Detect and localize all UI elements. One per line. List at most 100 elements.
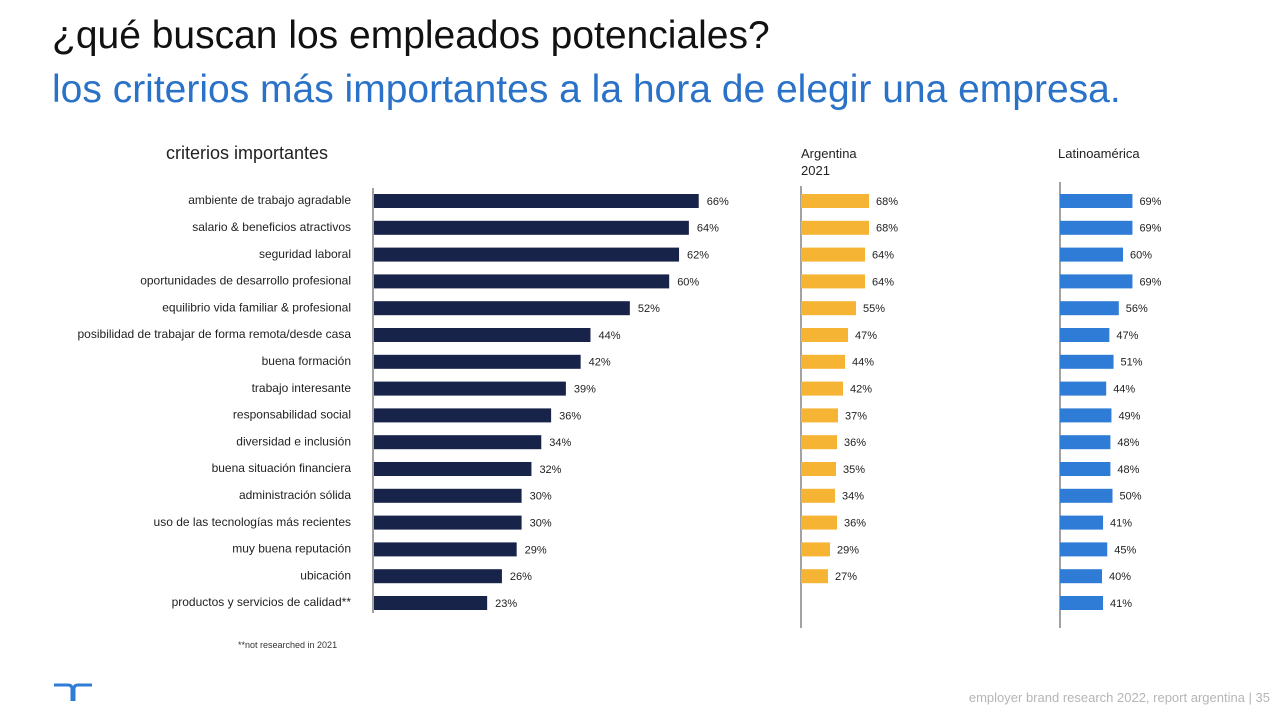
data-label-latam: 41%: [1110, 518, 1132, 530]
bar-latam: [1060, 194, 1133, 208]
data-label-argentina: 35%: [843, 464, 865, 476]
category-label: administración sólida: [239, 488, 351, 502]
bar-main: [374, 488, 522, 503]
data-label-argentina: 37%: [845, 410, 867, 422]
data-label-latam: 40%: [1109, 571, 1131, 583]
footnote: **not researched in 2021: [238, 640, 338, 650]
data-label-latam: 41%: [1110, 598, 1132, 610]
category-label: buena formación: [262, 354, 351, 368]
data-label-main: 36%: [559, 410, 581, 422]
category-label: oportunidades de desarrollo profesional: [140, 274, 351, 288]
bar-argentina: [801, 542, 830, 557]
category-label: uso de las tecnologías más recientes: [154, 515, 351, 529]
data-label-argentina: 64%: [872, 276, 894, 288]
bar-main: [374, 462, 532, 476]
bar-latam: [1060, 408, 1112, 423]
category-label: salario & beneficios atractivos: [192, 220, 351, 234]
category-label: diversidad e inclusión: [236, 434, 351, 448]
data-label-latam: 44%: [1113, 384, 1135, 396]
data-label-argentina: 36%: [844, 518, 866, 530]
page-title: ¿qué buscan los empleados potenciales?: [52, 14, 770, 57]
page-subtitle: los criterios más importantes a la hora …: [52, 68, 1121, 111]
bar-main: [374, 542, 517, 557]
bar-main: [374, 274, 670, 289]
bar-argentina: [801, 354, 845, 369]
data-label-argentina: 36%: [844, 437, 866, 449]
randstad-logo-icon: [54, 683, 92, 701]
bar-latam: [1060, 488, 1113, 503]
bar-argentina: [801, 488, 835, 503]
category-label: muy buena reputación: [232, 542, 351, 556]
data-label-main: 44%: [598, 330, 620, 342]
data-label-main: 30%: [530, 518, 552, 530]
bar-main: [374, 220, 689, 235]
data-label-main: 32%: [539, 464, 561, 476]
data-label-main: 60%: [677, 276, 699, 288]
category-label: buena situación financiera: [212, 461, 352, 475]
bar-argentina: [801, 381, 843, 396]
data-label-latam: 50%: [1120, 491, 1142, 503]
data-label-argentina: 64%: [872, 250, 894, 262]
data-label-latam: 69%: [1139, 223, 1161, 235]
bar-argentina: [801, 220, 869, 235]
bar-latam: [1060, 220, 1133, 235]
data-label-latam: 69%: [1139, 276, 1161, 288]
bar-latam: [1060, 301, 1119, 316]
category-label: ubicación: [300, 568, 351, 582]
category-label: equilibrio vida familiar & profesional: [162, 300, 351, 314]
bar-latam: [1060, 247, 1123, 262]
category-label: posibilidad de trabajar de forma remota/…: [78, 327, 352, 341]
column-header-argentina-2021: Argentina 2021: [801, 146, 857, 178]
data-label-main: 29%: [525, 544, 547, 556]
bar-argentina: [801, 274, 865, 289]
bar-latam: [1060, 435, 1111, 450]
bar-latam: [1060, 542, 1108, 557]
data-label-latam: 48%: [1117, 437, 1139, 449]
bar-argentina: [801, 408, 838, 423]
bar-main: [374, 569, 502, 584]
bar-main: [374, 596, 488, 610]
bar-latam: [1060, 274, 1133, 289]
data-label-main: 34%: [549, 437, 571, 449]
footer-source: employer brand research 2022, report arg…: [968, 690, 1270, 705]
data-label-main: 42%: [589, 357, 611, 369]
bar-main: [374, 247, 680, 262]
data-label-latam: 49%: [1118, 410, 1140, 422]
data-label-main: 62%: [687, 250, 709, 262]
data-label-argentina: 47%: [855, 330, 877, 342]
bar-argentina: [801, 247, 865, 262]
data-label-latam: 45%: [1114, 544, 1136, 556]
data-label-latam: 60%: [1130, 250, 1152, 262]
data-label-latam: 69%: [1139, 196, 1161, 208]
data-label-argentina: 29%: [837, 544, 859, 556]
bar-latam: [1060, 569, 1102, 584]
category-label: responsabilidad social: [233, 408, 351, 422]
data-label-main: 52%: [638, 303, 660, 315]
bar-main: [374, 194, 699, 208]
data-label-latam: 56%: [1126, 303, 1148, 315]
bar-main: [374, 301, 630, 316]
section-label: criterios importantes: [166, 143, 329, 163]
data-label-main: 66%: [707, 196, 729, 208]
data-label-argentina: 68%: [876, 196, 898, 208]
data-label-main: 64%: [697, 223, 719, 235]
data-label-argentina: 42%: [850, 384, 872, 396]
bar-main: [374, 435, 542, 450]
bar-argentina: [801, 194, 869, 208]
data-label-latam: 51%: [1121, 357, 1143, 369]
bar-latam: [1060, 381, 1107, 396]
bar-latam: [1060, 328, 1110, 342]
bar-latam: [1060, 462, 1111, 476]
category-label: trabajo interesante: [252, 381, 352, 395]
data-label-main: 26%: [510, 571, 532, 583]
bar-main: [374, 408, 552, 423]
bar-argentina: [801, 435, 837, 450]
data-label-argentina: 44%: [852, 357, 874, 369]
bar-main: [374, 381, 566, 396]
bar-latam: [1060, 515, 1104, 530]
bar-latam: [1060, 596, 1104, 610]
data-label-argentina: 68%: [876, 223, 898, 235]
column-header-latinoamerica: Latinoamérica: [1058, 146, 1140, 161]
bar-main: [374, 354, 581, 369]
